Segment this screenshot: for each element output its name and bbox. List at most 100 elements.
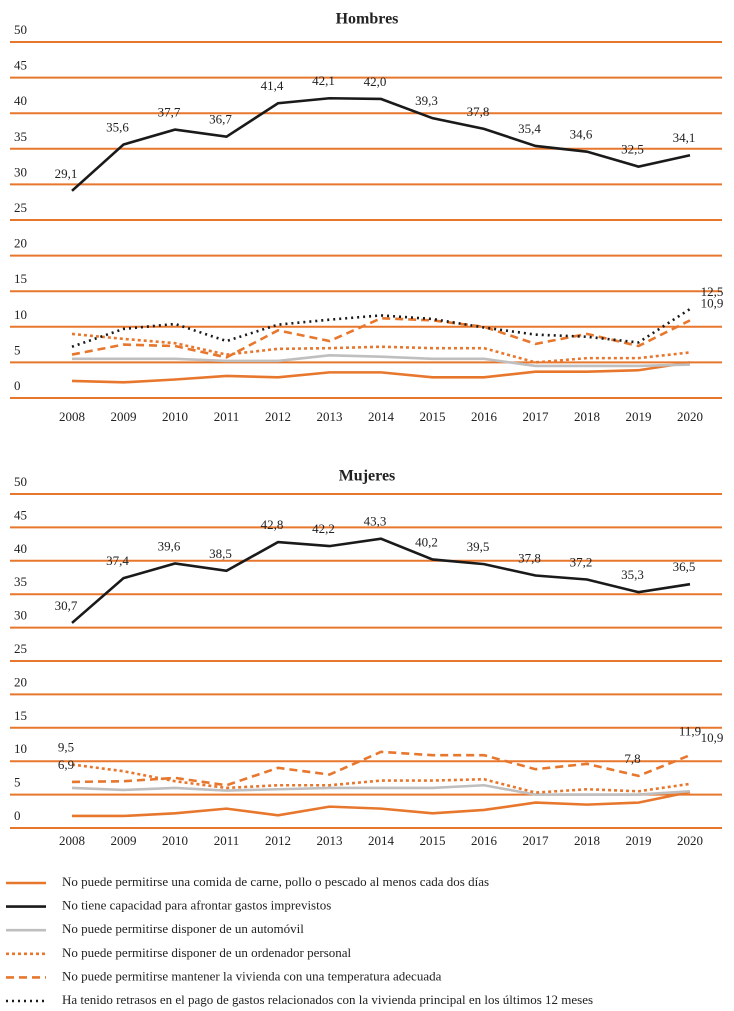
data-label: 35,3 [621,567,644,582]
annotation: 11,9 [679,723,701,738]
data-label: 37,2 [570,554,593,569]
data-label: 30,7 [55,598,78,613]
x-tick-label: 2017 [523,409,550,424]
data-label: 10,9 [701,730,724,745]
data-label: 37,8 [467,104,490,119]
data-label: 43,3 [364,514,387,529]
data-label: 6,9 [58,757,74,772]
x-tick-label: 2013 [317,833,343,848]
x-tick-label: 2018 [574,409,600,424]
data-label: 42,8 [261,517,284,532]
x-tick-label: 2013 [317,409,343,424]
legend-label: No puede permitirse mantener la vivienda… [62,968,442,983]
data-label: 42,2 [312,521,335,536]
chart-title: Hombres [336,11,399,28]
legend-label: Ha tenido retrasos en el pago de gastos … [62,992,593,1007]
y-tick-label: 10 [14,741,27,756]
y-tick-label: 0 [14,378,21,393]
x-tick-label: 2011 [214,409,240,424]
x-tick-label: 2015 [420,833,446,848]
x-tick-label: 2011 [214,833,240,848]
legend-label: No puede permitirse disponer de un autom… [62,921,304,936]
y-tick-label: 50 [14,474,27,489]
legend-label: No puede permitirse una comida de carne,… [62,874,489,889]
data-label: 35,6 [106,120,129,135]
data-label: 7,8 [624,751,640,766]
data-label: 36,5 [673,559,696,574]
x-tick-label: 2012 [265,833,291,848]
y-tick-label: 15 [14,271,27,286]
series-line [72,353,691,368]
data-label: 39,6 [158,538,181,553]
x-tick-label: 2018 [574,833,600,848]
x-tick-label: 2019 [626,833,652,848]
data-label: 39,5 [467,539,490,554]
data-label: 29,1 [55,166,78,181]
y-tick-label: 10 [14,307,27,322]
y-tick-label: 45 [14,58,27,73]
x-tick-label: 2014 [368,409,395,424]
x-tick-label: 2009 [111,409,137,424]
y-tick-label: 40 [14,93,27,108]
data-label: 9,5 [58,740,74,755]
data-label: 41,4 [261,78,284,93]
x-tick-label: 2020 [677,409,703,424]
chart-title: Mujeres [339,468,396,485]
y-tick-label: 25 [14,641,27,656]
y-tick-label: 35 [14,129,27,144]
x-tick-label: 2016 [471,409,498,424]
y-tick-label: 5 [14,342,21,357]
y-tick-label: 0 [14,808,21,823]
series-line [71,750,691,787]
series-line [71,332,691,364]
y-tick-label: 40 [14,541,27,556]
data-label: 37,8 [518,550,541,565]
data-label: 32,5 [621,142,644,157]
legend-label: No puede permitirse disponer de un orden… [62,945,352,960]
series-line [71,316,691,359]
y-tick-label: 20 [14,674,27,689]
data-label: 38,5 [209,546,232,561]
x-tick-label: 2012 [265,409,291,424]
x-tick-label: 2008 [59,409,85,424]
legend-label: No tiene capacidad para afrontar gastos … [62,898,331,913]
x-tick-label: 2014 [368,833,395,848]
data-label: 37,7 [158,105,181,120]
x-tick-label: 2009 [111,833,137,848]
data-label: 34,1 [673,130,696,145]
data-label: 42,1 [312,73,335,88]
series-line [71,96,691,192]
x-tick-label: 2015 [420,409,446,424]
x-tick-label: 2016 [471,833,498,848]
x-tick-label: 2010 [162,833,188,848]
y-tick-label: 50 [14,22,27,37]
x-tick-label: 2020 [677,833,703,848]
y-tick-label: 25 [14,200,27,215]
y-tick-label: 5 [14,775,21,790]
series-line [71,537,691,624]
data-label: 37,4 [106,553,129,568]
y-tick-label: 20 [14,236,27,251]
y-tick-label: 30 [14,608,27,623]
data-label: 40,2 [415,534,438,549]
series-line [72,790,691,818]
x-tick-label: 2010 [162,409,188,424]
y-tick-label: 30 [14,164,27,179]
data-label: 39,3 [415,93,438,108]
x-tick-label: 2017 [523,833,550,848]
y-tick-label: 15 [14,708,27,723]
series-line [71,783,691,796]
series-line [71,763,691,794]
data-label: 12,5 [701,284,724,299]
y-tick-label: 35 [14,574,27,589]
data-label: 35,4 [518,121,541,136]
y-tick-label: 45 [14,507,27,522]
data-label: 42,0 [364,74,387,89]
x-tick-label: 2019 [626,409,652,424]
series-line [71,361,691,384]
data-label: 34,6 [570,127,593,142]
x-tick-label: 2008 [59,833,85,848]
data-label: 10,9 [701,295,724,310]
data-label: 36,7 [209,112,232,127]
